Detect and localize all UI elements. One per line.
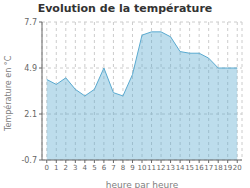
- svg-text:11: 11: [147, 164, 156, 172]
- svg-text:-0.7: -0.7: [21, 156, 37, 165]
- svg-text:4: 4: [83, 164, 88, 172]
- svg-text:17: 17: [204, 164, 213, 172]
- svg-text:4.9: 4.9: [24, 64, 37, 73]
- svg-text:1: 1: [54, 164, 58, 172]
- svg-text:9: 9: [130, 164, 134, 172]
- svg-text:16: 16: [195, 164, 204, 172]
- svg-text:heure par heure: heure par heure: [106, 180, 179, 188]
- svg-text:15: 15: [185, 164, 194, 172]
- svg-text:6: 6: [102, 164, 107, 172]
- svg-text:Température en °C: Température en °C: [8, 55, 13, 132]
- svg-text:10: 10: [138, 164, 147, 172]
- svg-text:18: 18: [214, 164, 223, 172]
- svg-text:5: 5: [92, 164, 96, 172]
- svg-text:14: 14: [176, 164, 185, 172]
- svg-text:8: 8: [121, 164, 125, 172]
- svg-text:2: 2: [64, 164, 68, 172]
- svg-text:19: 19: [223, 164, 232, 172]
- svg-text:0: 0: [45, 164, 49, 172]
- svg-text:7.7: 7.7: [24, 18, 37, 27]
- svg-text:12: 12: [157, 164, 166, 172]
- svg-text:7: 7: [111, 164, 115, 172]
- svg-text:13: 13: [166, 164, 175, 172]
- svg-text:2.1: 2.1: [24, 110, 37, 119]
- svg-text:20: 20: [233, 164, 242, 172]
- html-text:Evolution de la température: Evolution de la température: [37, 2, 213, 15]
- svg-text:3: 3: [73, 164, 77, 172]
